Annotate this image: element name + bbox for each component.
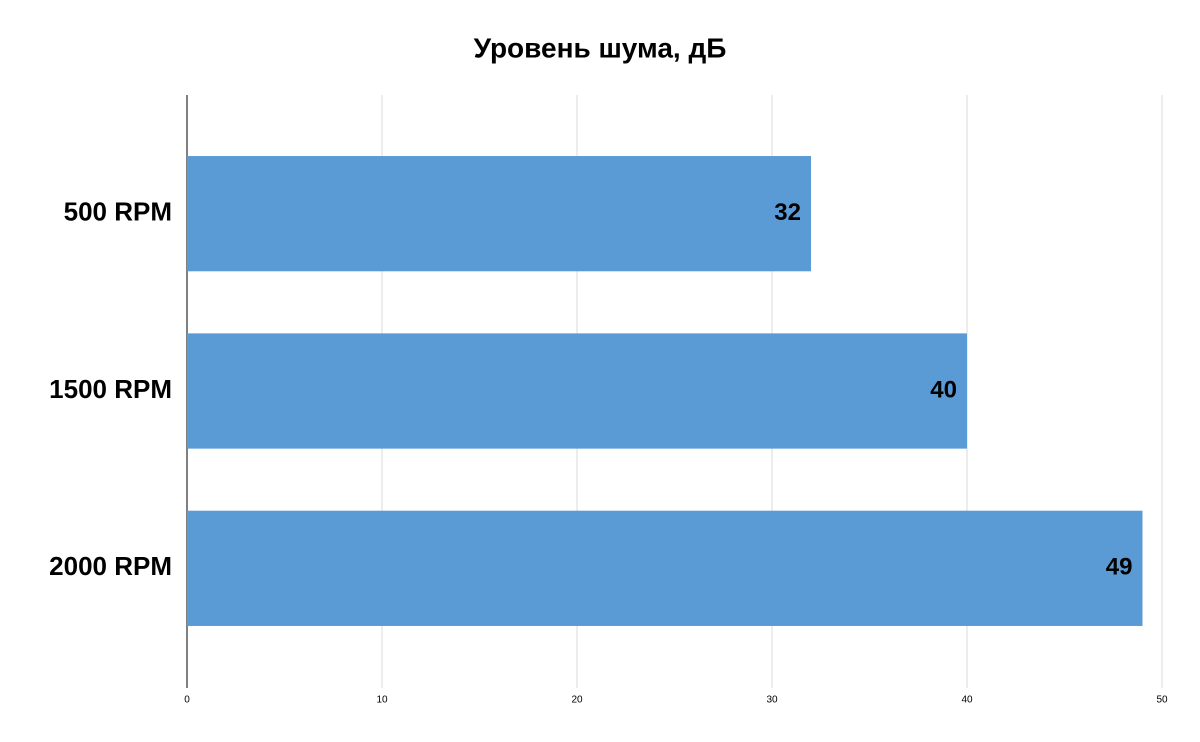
- bar: [187, 156, 811, 272]
- y-tick-label: 2000 RPM: [49, 551, 172, 581]
- y-tick-label: 1500 RPM: [49, 374, 172, 404]
- y-tick-label: 500 RPM: [64, 197, 172, 227]
- bar: [187, 333, 967, 449]
- x-tick-label: 10: [376, 695, 388, 706]
- x-tick-label: 50: [1156, 695, 1168, 706]
- x-tick-label: 30: [766, 695, 778, 706]
- x-tick-label: 40: [961, 695, 973, 706]
- x-tick-label: 0: [184, 695, 190, 706]
- data-label: 40: [930, 376, 957, 403]
- data-label: 49: [1106, 554, 1133, 581]
- data-label: 32: [774, 199, 801, 226]
- bar: [187, 510, 1143, 626]
- chart-title: Уровень шума, дБ: [474, 32, 727, 63]
- x-tick-label: 20: [571, 695, 583, 706]
